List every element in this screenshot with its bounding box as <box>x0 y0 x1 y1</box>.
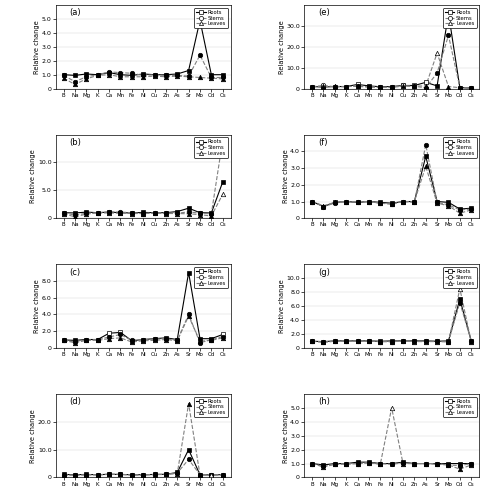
Legend: Roots, Stems, Leaves: Roots, Stems, Leaves <box>443 8 477 28</box>
Text: (b): (b) <box>70 138 81 147</box>
Y-axis label: Relative change: Relative change <box>283 409 289 463</box>
Text: (d): (d) <box>70 397 81 406</box>
Legend: Roots, Stems, Leaves: Roots, Stems, Leaves <box>195 8 228 28</box>
Text: (h): (h) <box>318 397 330 406</box>
Legend: Roots, Stems, Leaves: Roots, Stems, Leaves <box>443 138 477 158</box>
Legend: Roots, Stems, Leaves: Roots, Stems, Leaves <box>443 267 477 287</box>
Legend: Roots, Stems, Leaves: Roots, Stems, Leaves <box>195 396 228 417</box>
Y-axis label: Relative change: Relative change <box>34 20 40 74</box>
Legend: Roots, Stems, Leaves: Roots, Stems, Leaves <box>195 138 228 158</box>
Y-axis label: Relative change: Relative change <box>34 279 40 333</box>
Y-axis label: Relative change: Relative change <box>279 279 285 333</box>
Y-axis label: Relative change: Relative change <box>279 20 285 74</box>
Text: (g): (g) <box>318 268 330 276</box>
Text: (e): (e) <box>318 8 330 18</box>
Y-axis label: Relative change: Relative change <box>283 150 289 204</box>
Text: (f): (f) <box>318 138 328 147</box>
Text: (c): (c) <box>70 268 81 276</box>
Y-axis label: Relative change: Relative change <box>30 409 36 463</box>
Legend: Roots, Stems, Leaves: Roots, Stems, Leaves <box>443 396 477 417</box>
Legend: Roots, Stems, Leaves: Roots, Stems, Leaves <box>195 267 228 287</box>
Text: (a): (a) <box>70 8 81 18</box>
Y-axis label: Relative change: Relative change <box>30 150 36 204</box>
